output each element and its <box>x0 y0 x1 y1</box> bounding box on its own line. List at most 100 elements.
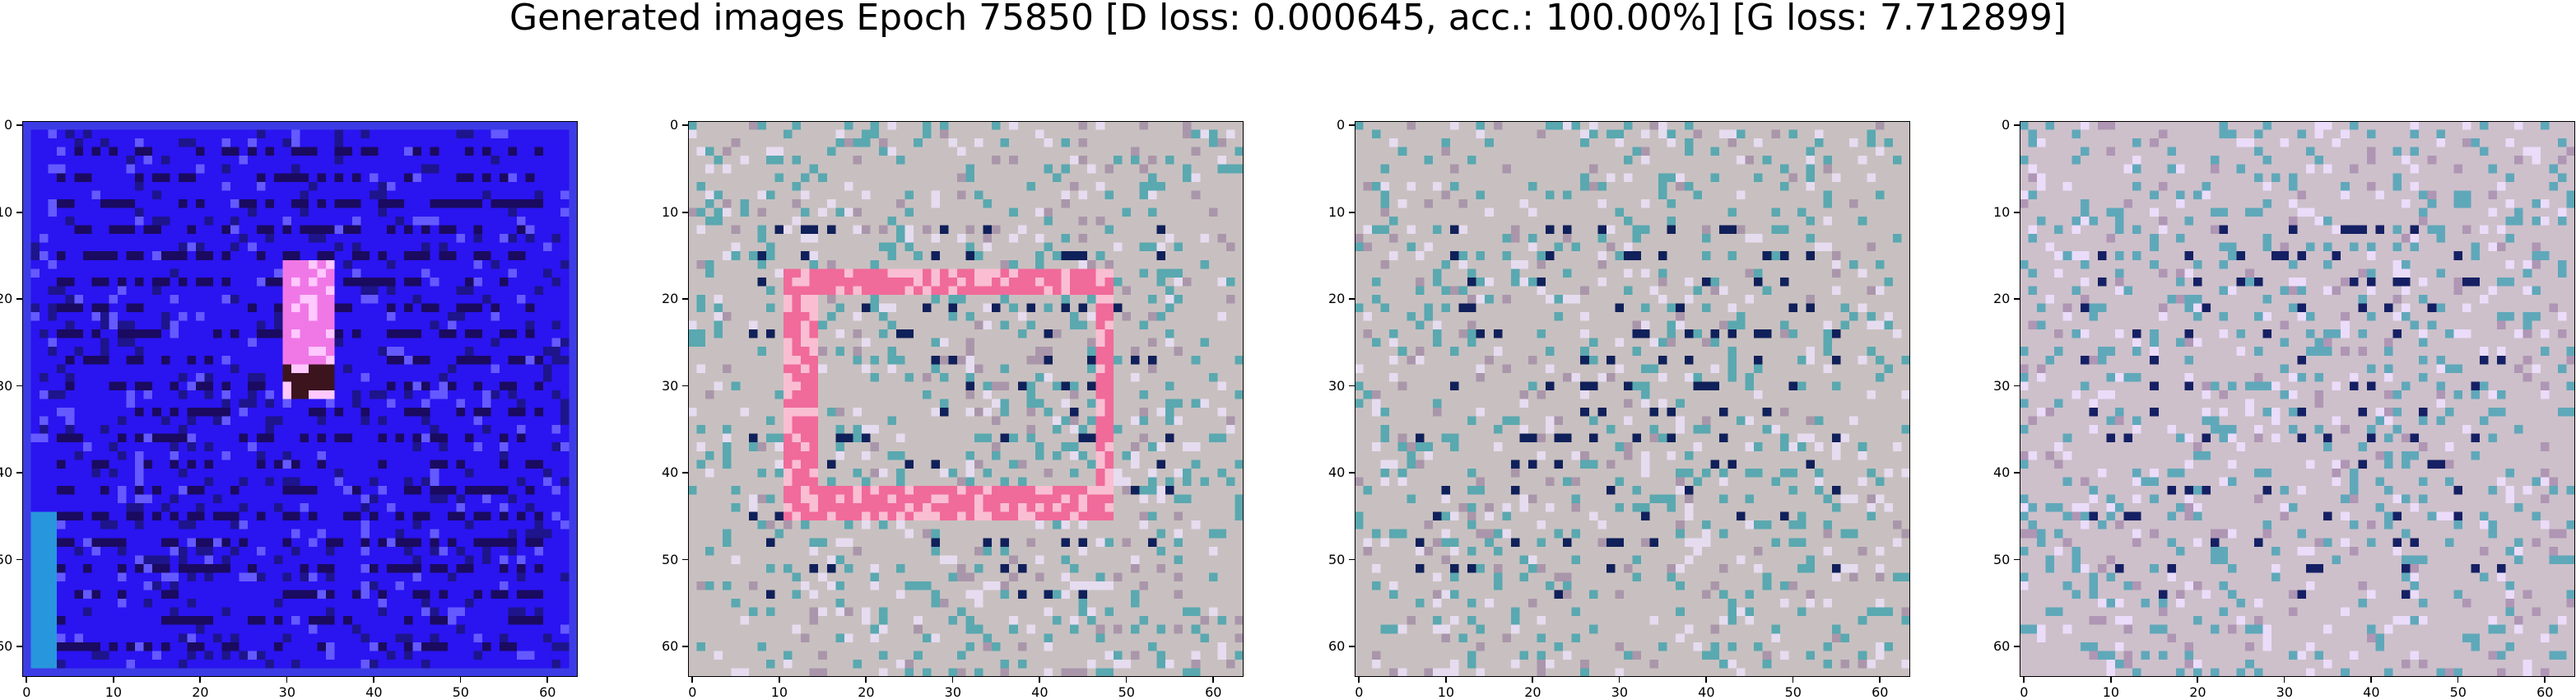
y-tick <box>1349 646 1355 647</box>
x-tick-label: 60 <box>2536 684 2554 700</box>
y-tick <box>1349 124 1355 127</box>
y-tick <box>682 298 688 300</box>
axes-frame <box>1355 121 1910 677</box>
x-tick-label: 50 <box>2449 684 2467 700</box>
y-tick <box>682 558 688 561</box>
y-tick-label: 20 <box>0 291 13 307</box>
y-tick <box>16 211 22 213</box>
x-tick-label: 0 <box>22 684 31 700</box>
x-tick <box>1618 677 1620 683</box>
y-tick <box>1349 211 1355 213</box>
y-tick-label: 0 <box>4 117 13 133</box>
y-tick-label: 50 <box>1993 551 2011 567</box>
y-tick-label: 0 <box>2002 117 2011 133</box>
generated-image <box>1355 121 1910 677</box>
y-tick-label: 40 <box>662 464 679 481</box>
x-tick <box>1444 677 1447 683</box>
x-tick-label: 50 <box>1784 684 1802 700</box>
x-tick-label: 30 <box>1611 684 1629 700</box>
y-tick <box>682 472 688 474</box>
x-tick-label: 30 <box>278 684 296 700</box>
x-tick-label: 60 <box>1205 684 1222 700</box>
x-tick-label: 40 <box>365 684 383 700</box>
y-tick <box>2014 124 2020 127</box>
x-tick <box>778 677 780 683</box>
y-tick-label: 50 <box>1328 551 1346 567</box>
y-tick-label: 60 <box>662 638 679 655</box>
y-tick <box>682 646 688 647</box>
x-tick <box>199 677 201 683</box>
x-tick <box>865 677 867 683</box>
y-tick-label: 60 <box>1328 638 1346 655</box>
axes-frame <box>22 121 578 677</box>
y-tick-label: 30 <box>0 377 13 394</box>
y-tick-label: 0 <box>1337 117 1346 133</box>
x-tick <box>1125 677 1128 683</box>
y-tick-label: 40 <box>1328 464 1346 481</box>
x-tick-label: 50 <box>1118 684 1135 700</box>
y-tick-label: 0 <box>670 117 679 133</box>
y-tick-label: 20 <box>662 291 679 307</box>
x-tick <box>2109 677 2112 683</box>
y-tick-label: 10 <box>1328 203 1346 220</box>
x-tick <box>1532 677 1533 683</box>
axes-frame <box>688 121 1244 677</box>
x-tick <box>112 677 114 683</box>
generated-image <box>22 121 578 677</box>
x-tick <box>2197 677 2198 683</box>
x-tick-label: 40 <box>2363 684 2380 700</box>
y-tick-label: 30 <box>662 377 679 394</box>
y-tick <box>16 558 22 561</box>
x-tick <box>1705 677 1707 683</box>
y-tick <box>16 298 22 300</box>
y-tick-label: 60 <box>1993 638 2011 655</box>
x-tick-label: 10 <box>2102 684 2120 700</box>
x-tick <box>2370 677 2372 683</box>
x-tick-label: 30 <box>2276 684 2294 700</box>
x-tick-label: 20 <box>858 684 875 700</box>
x-tick-label: 0 <box>688 684 697 700</box>
x-tick <box>286 677 288 683</box>
x-tick-label: 30 <box>944 684 962 700</box>
y-tick <box>2014 211 2020 213</box>
x-tick <box>1792 677 1794 683</box>
x-tick-label: 10 <box>1437 684 1455 700</box>
y-tick <box>16 646 22 647</box>
generated-image <box>2020 121 2575 677</box>
y-tick-label: 30 <box>1993 377 2011 394</box>
x-tick <box>2544 677 2546 683</box>
x-tick-label: 10 <box>105 684 123 700</box>
x-tick <box>691 677 694 683</box>
x-tick <box>2283 677 2285 683</box>
x-tick <box>2457 677 2459 683</box>
y-tick-label: 50 <box>662 551 679 567</box>
x-tick <box>1358 677 1360 683</box>
x-tick <box>951 677 954 683</box>
y-tick-label: 40 <box>0 464 13 481</box>
y-tick <box>2014 472 2020 474</box>
y-tick <box>2014 298 2020 300</box>
y-tick <box>16 124 22 127</box>
y-tick <box>1349 558 1355 561</box>
generated-image <box>688 121 1244 677</box>
x-tick-label: 0 <box>1355 684 1364 700</box>
x-tick-label: 40 <box>1698 684 1715 700</box>
y-tick-label: 20 <box>1328 291 1346 307</box>
x-tick-label: 20 <box>1524 684 1541 700</box>
x-tick <box>26 677 28 683</box>
y-tick-label: 50 <box>0 551 13 567</box>
y-tick-label: 10 <box>662 203 679 220</box>
x-tick <box>2023 677 2025 683</box>
x-tick-label: 50 <box>452 684 469 700</box>
x-tick-label: 60 <box>1872 684 1889 700</box>
x-tick <box>1879 677 1881 683</box>
y-tick-label: 10 <box>0 203 13 220</box>
x-tick <box>459 677 462 683</box>
x-tick <box>1039 677 1040 683</box>
y-tick <box>2014 646 2020 647</box>
x-tick-label: 60 <box>539 684 556 700</box>
x-tick-label: 20 <box>2189 684 2206 700</box>
y-tick <box>1349 385 1355 387</box>
y-tick <box>1349 472 1355 474</box>
x-tick <box>1212 677 1214 683</box>
